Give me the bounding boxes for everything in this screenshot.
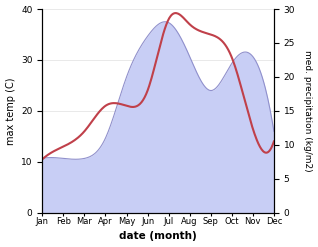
X-axis label: date (month): date (month) [119, 231, 197, 242]
Y-axis label: max temp (C): max temp (C) [5, 77, 16, 145]
Y-axis label: med. precipitation (kg/m2): med. precipitation (kg/m2) [303, 50, 313, 172]
